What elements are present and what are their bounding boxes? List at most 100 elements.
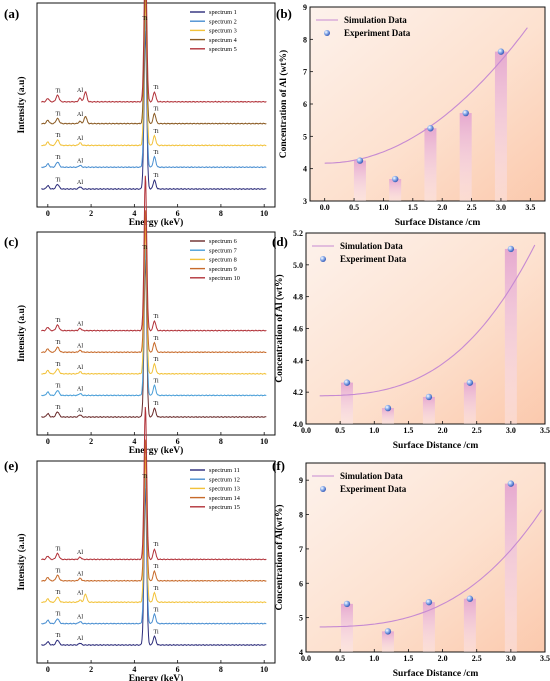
y-tick-label: 9 (299, 476, 303, 485)
peak-label-ti: Ti (153, 129, 158, 135)
y-axis-title: Concentration of Al (wt%) (278, 50, 289, 158)
experiment-point (384, 404, 392, 412)
x-tick-label: 0 (46, 209, 50, 218)
y-tick-label: 5.0 (293, 261, 303, 270)
plot-frame (36, 460, 276, 664)
peak-label-ti: Ti (56, 155, 61, 161)
peak-label-ti: Ti (153, 564, 158, 570)
x-tick-label: 2.5 (472, 426, 482, 435)
y-tick-label: 4.6 (293, 325, 303, 334)
legend-label: Simulation Data (340, 471, 403, 481)
peak-label-ti: Ti (56, 405, 61, 411)
experiment-point (466, 595, 474, 602)
peak-label-ti-main: Ti (142, 245, 147, 251)
experiment-point (497, 48, 505, 55)
x-tick-label: 10 (260, 665, 268, 674)
legend-label: spectrum 11 (209, 467, 240, 474)
data-bar (381, 408, 394, 424)
simulation-curve (319, 509, 543, 628)
plot-frame (36, 2, 276, 208)
peak-label-ti: Ti (56, 340, 61, 346)
x-tick-label: 10 (260, 437, 268, 446)
spectrum-panel-e: (e) Ti Al Ti Ti Al Ti Ti Al Ti Ti Al Ti Ti Al Ti Ti spect… (4, 406, 276, 681)
legend-label: Experiment Data (344, 28, 411, 38)
experiment-point (384, 628, 392, 635)
y-tick-label: 5 (299, 614, 303, 623)
spectrum-panel-a: (a) Ti Al Ti Ti Al Ti Ti Al Ti Ti Al Ti Ti Al Ti Ti spect… (4, 0, 276, 228)
plot-frame (36, 231, 276, 436)
peak-label-ti: Ti (56, 111, 61, 117)
peak-label-al: Al (77, 636, 83, 642)
data-bar (340, 382, 353, 424)
y-tick-label: 7 (303, 68, 307, 77)
x-tick-label: 1.5 (403, 654, 413, 663)
legend-label: spectrum 7 (209, 247, 237, 254)
y-tick-label: 8 (303, 35, 307, 44)
peak-label-ti: Ti (153, 401, 158, 407)
y-tick-label: 5.2 (293, 229, 303, 238)
spectrum-line (41, 175, 267, 332)
y-axis-title: Concentration of Al(wt%) (274, 504, 285, 610)
x-tick-label: 3.5 (525, 203, 535, 212)
experiment-point (427, 125, 434, 132)
legend-swatch-experiment (324, 30, 330, 36)
x-tick-label: 0.0 (301, 426, 311, 435)
spectrum-line (41, 0, 267, 147)
peak-label-ti: Ti (153, 173, 158, 179)
legend-label: spectrum 1 (209, 9, 237, 16)
y-tick-label: 4.4 (293, 356, 303, 365)
spectrum-line (41, 227, 267, 375)
experiment-point (425, 598, 433, 606)
spectrum-line (41, 0, 267, 103)
legend-label: spectrum 14 (209, 495, 241, 502)
scatter-panel-b: (b) Simulation Data Experiment Data 0.0 0.5 1… (276, 3, 546, 228)
x-tick-label: 1.0 (369, 426, 379, 435)
spectrum-line (41, 439, 267, 582)
y-axis-title: Intensity (a.u) (16, 76, 27, 133)
x-tick-label: 0.0 (320, 203, 330, 212)
x-axis-title: Surface Distance /cm (395, 218, 481, 228)
x-tick-label: 6 (176, 209, 180, 218)
peak-label-al: Al (77, 136, 83, 142)
spectrum-line (41, 456, 267, 604)
experiment-point (507, 245, 515, 253)
peak-label-ti: Ti (56, 133, 61, 139)
peak-label-al: Al (77, 550, 83, 556)
peak-label-al: Al (77, 88, 83, 94)
peak-label-ti: Ti (56, 177, 61, 183)
legend-label: spectrum 10 (209, 275, 240, 282)
peak-label-ti: Ti (153, 150, 158, 156)
data-bar (422, 396, 435, 424)
y-tick-label: 8 (299, 511, 303, 520)
scatter-panel-f: (f) Simulation Data Experiment Data 0.0 0.5 1… (272, 458, 550, 679)
peak-label-ti: Ti (56, 547, 61, 553)
peak-label-al: Al (77, 591, 83, 597)
x-tick-label: 4 (132, 665, 136, 674)
legend-swatch-experiment (320, 486, 326, 492)
spectrum-line (41, 16, 267, 169)
peak-label-ti: Ti (153, 336, 158, 342)
peak-label-al: Al (77, 321, 83, 327)
x-tick-label: 3.0 (506, 654, 516, 663)
peak-label-ti: Ti (153, 85, 158, 91)
y-tick-label: 4.8 (293, 293, 303, 302)
panel-label: (d) (272, 234, 288, 249)
legend-label: spectrum 13 (209, 486, 240, 493)
x-tick-label: 1.0 (378, 203, 388, 212)
experiment-point (356, 157, 364, 164)
legend-label: spectrum 4 (209, 37, 238, 44)
x-tick-label: 0.5 (335, 654, 345, 663)
panel-label: (b) (276, 6, 292, 21)
data-bar (353, 160, 366, 201)
y-axis-title: Intensity (a.u) (16, 533, 27, 590)
x-tick-label: 0.0 (301, 654, 311, 663)
experiment-point (466, 379, 474, 386)
experiment-point (343, 379, 351, 386)
data-bar (389, 179, 402, 201)
peak-label-ti: Ti (153, 314, 158, 320)
peak-label-ti: Ti (153, 542, 158, 548)
peak-label-ti: Ti (56, 568, 61, 574)
legend-label: Simulation Data (344, 15, 407, 25)
legend-label: spectrum 9 (209, 266, 237, 273)
peak-label-ti: Ti (56, 318, 61, 324)
